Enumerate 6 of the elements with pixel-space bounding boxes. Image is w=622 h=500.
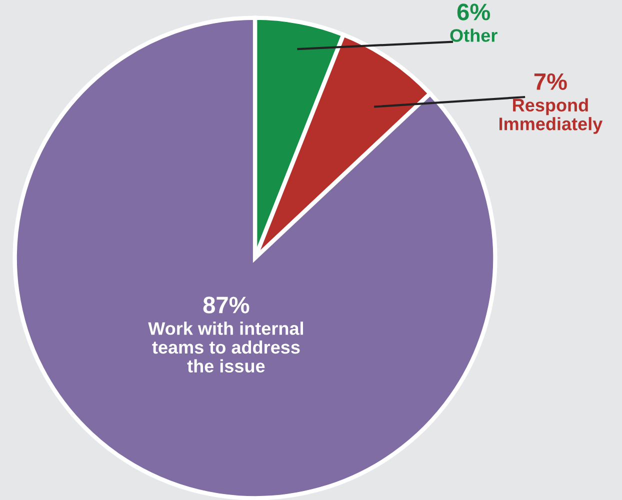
- data-label: 87%: [203, 296, 250, 314]
- slice-label: Other: [450, 28, 498, 42]
- slice-label: Work with internal teams to address the issue: [148, 322, 304, 372]
- data-label: 6%: [457, 4, 490, 20]
- data-label: 7%: [534, 73, 567, 90]
- slice-label: Respond Immediately: [499, 98, 603, 134]
